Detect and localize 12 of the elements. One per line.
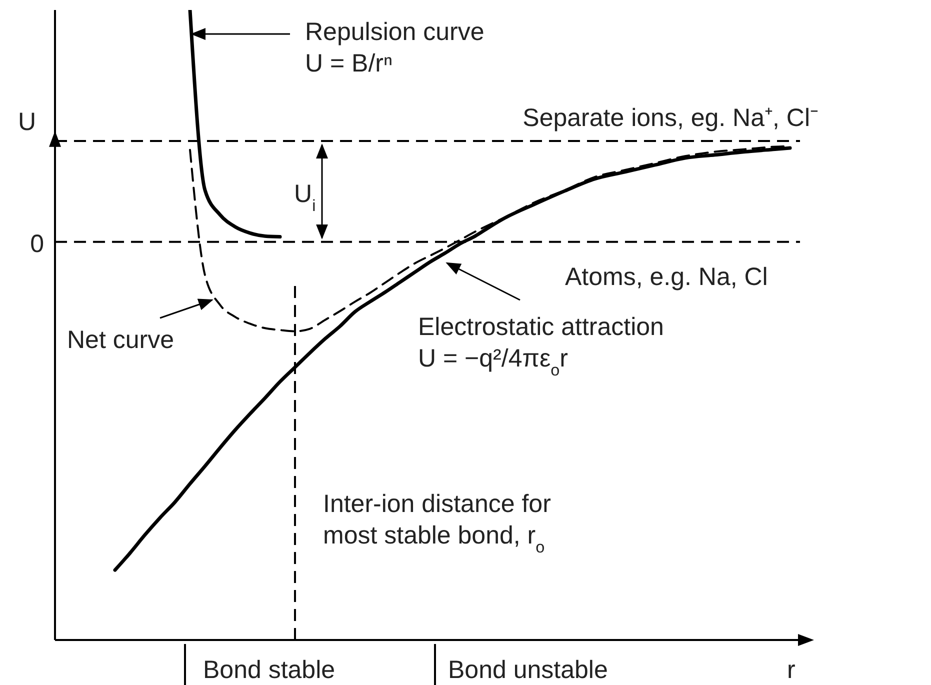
annotation: Inter-ion distance for most stable bond, r$_{o}$ bbox=[323, 490, 551, 556]
text: Bond stable bbox=[203, 656, 336, 684]
annotation: Repulsion curve U = B/rⁿ bbox=[305, 18, 484, 78]
x-axis-title: r bbox=[787, 656, 796, 684]
annotation: U$_{i}$ bbox=[294, 180, 316, 215]
annotation: Electrostatic attraction U = −q²/4πε$_{o}$r bbox=[418, 313, 664, 380]
text: Bond unstable bbox=[448, 656, 608, 684]
annotation: Atoms, e.g. Na, Cl bbox=[565, 263, 768, 291]
y-axis-title: U bbox=[18, 108, 36, 136]
ref-line-label: Separate ions, eg. Na⁺, Cl⁻ bbox=[522, 104, 818, 132]
text: 0 bbox=[30, 230, 44, 258]
annotation: Net curve bbox=[67, 326, 174, 354]
